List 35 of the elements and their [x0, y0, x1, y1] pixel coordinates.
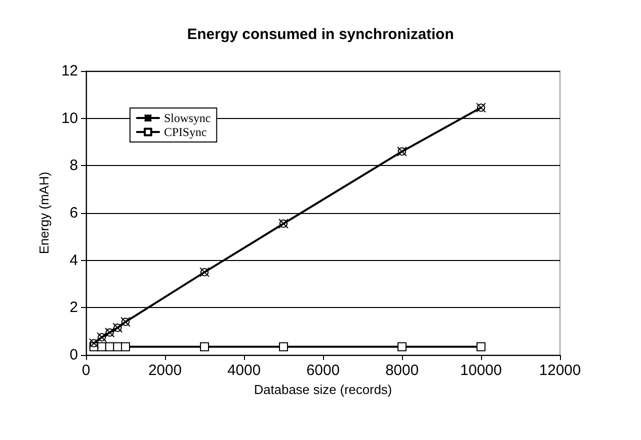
- point: [476, 102, 486, 113]
- point: [112, 322, 123, 333]
- legend-label: Slowsync: [164, 111, 211, 125]
- x-tick-label: 4000: [227, 362, 261, 379]
- point: [105, 342, 114, 352]
- point: [120, 316, 130, 327]
- point: [279, 342, 288, 352]
- point: [200, 342, 209, 352]
- x-tick-label: 6000: [306, 362, 340, 379]
- y-tick-label: 12: [61, 62, 78, 80]
- point: [96, 332, 107, 342]
- point: [200, 267, 210, 278]
- point: [88, 338, 99, 348]
- y-tick-label: 6: [70, 204, 78, 222]
- x-axis-title: Database size (records): [254, 382, 392, 397]
- point: [121, 342, 130, 352]
- point: [476, 342, 486, 352]
- legend-label: CPISync: [164, 125, 207, 139]
- point: [113, 342, 122, 352]
- x-tick-label: 0: [82, 362, 90, 379]
- point: [278, 218, 288, 229]
- chart-title: Energy consumed in synchronization: [187, 26, 454, 43]
- y-tick-label: 8: [70, 157, 78, 174]
- y-tick-label: 2: [70, 299, 78, 316]
- point: [397, 146, 407, 156]
- y-tick-label: 0: [70, 346, 78, 364]
- point: [104, 328, 115, 338]
- point: [398, 342, 406, 352]
- x-tick-label: 10000: [460, 362, 502, 379]
- x-tick-label: 12000: [539, 362, 581, 379]
- y-tick-label: 4: [70, 252, 78, 269]
- x-tick-label: 2000: [148, 362, 182, 379]
- y-tick-label: 10: [61, 110, 78, 127]
- y-axis-title: Energy (mAH): [36, 172, 52, 254]
- x-tick-label: 8000: [385, 362, 419, 379]
